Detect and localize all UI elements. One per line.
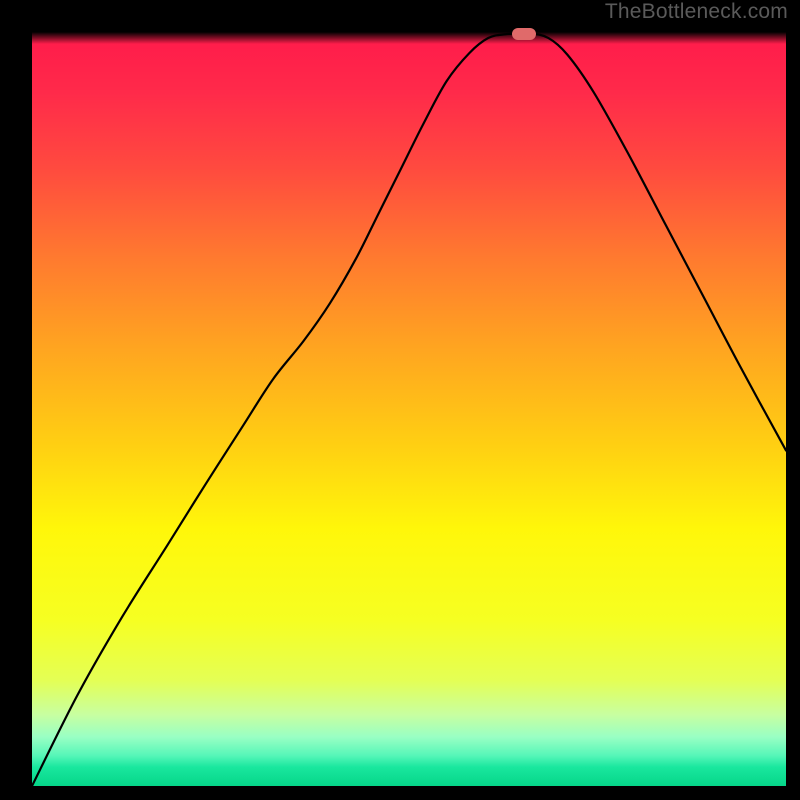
- figure-root: TheBottleneck.com: [0, 0, 800, 800]
- bottleneck-curve: [32, 32, 786, 786]
- watermark-text: TheBottleneck.com: [605, 0, 788, 24]
- plot-area: [32, 32, 786, 786]
- optimum-marker: [512, 28, 536, 40]
